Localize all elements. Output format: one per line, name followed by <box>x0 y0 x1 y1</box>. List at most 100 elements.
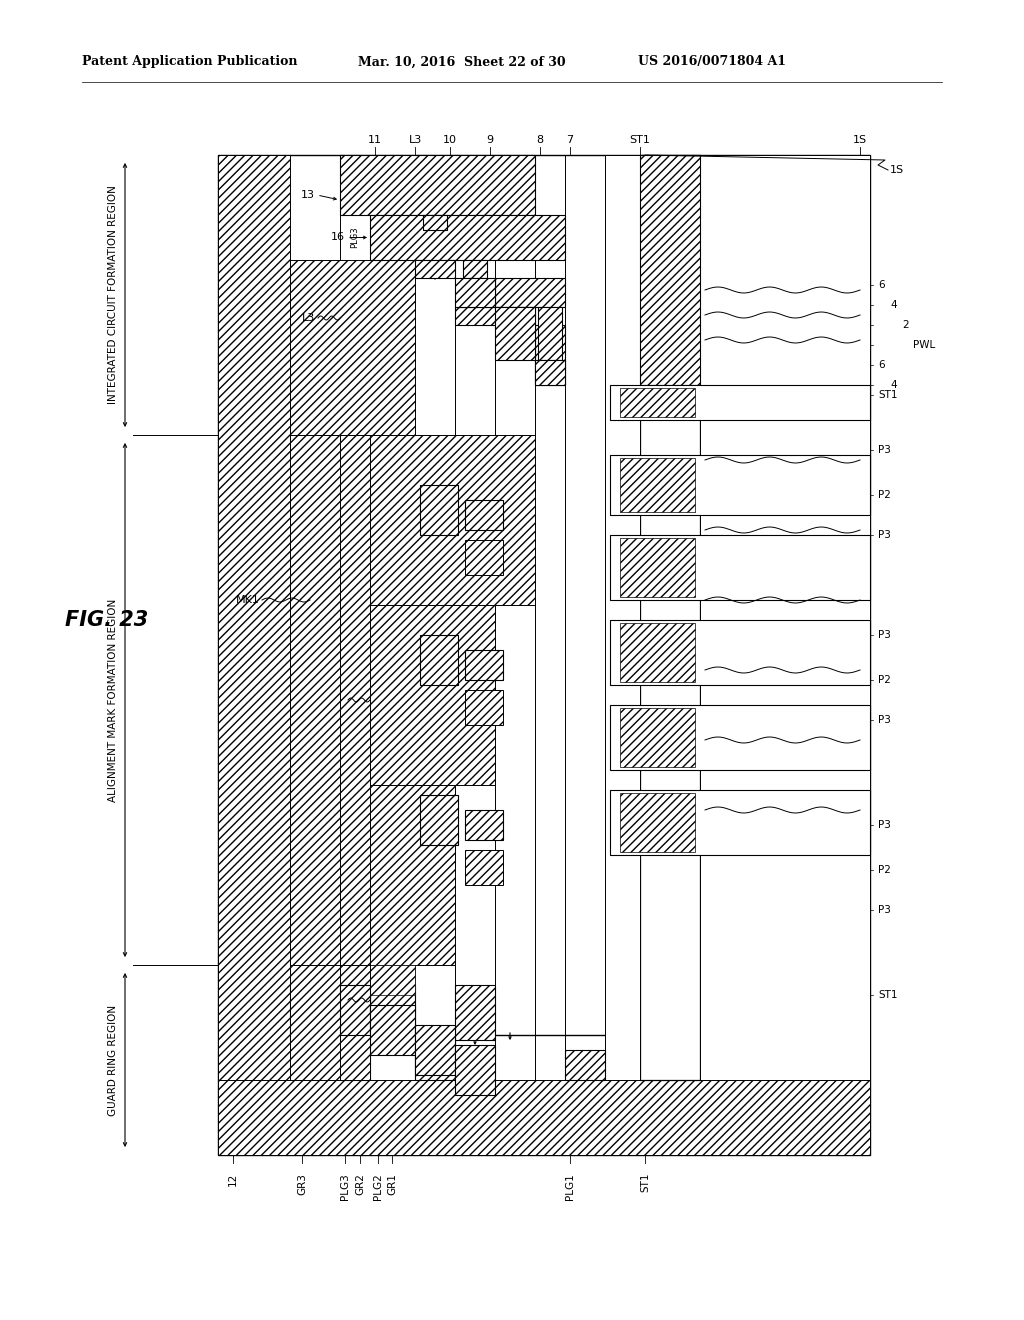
Text: P1b: P1b <box>475 664 493 672</box>
Bar <box>495 308 535 360</box>
Bar <box>465 540 503 576</box>
Text: PLG2: PLG2 <box>430 174 439 195</box>
Bar <box>340 154 535 215</box>
Bar <box>340 1040 370 1080</box>
Text: 2: 2 <box>902 319 908 330</box>
Bar <box>465 810 503 840</box>
Text: 10: 10 <box>443 135 457 145</box>
Bar <box>340 985 370 1035</box>
Bar <box>455 308 535 325</box>
Bar <box>610 455 870 515</box>
Text: L2: L2 <box>383 232 392 243</box>
Text: P3: P3 <box>878 445 891 455</box>
Bar <box>370 965 415 995</box>
Bar <box>218 1080 870 1155</box>
Text: 4: 4 <box>890 380 897 389</box>
Text: Mar. 10, 2016  Sheet 22 of 30: Mar. 10, 2016 Sheet 22 of 30 <box>358 55 565 69</box>
Text: PLG3: PLG3 <box>350 174 359 195</box>
Bar <box>290 436 415 965</box>
Text: 1S: 1S <box>890 165 904 176</box>
Bar <box>605 154 640 1080</box>
Text: L1: L1 <box>470 180 479 190</box>
Bar <box>620 458 695 512</box>
Bar <box>455 985 495 1040</box>
Bar <box>415 1040 455 1080</box>
Text: 6: 6 <box>878 360 885 370</box>
Text: GR2: GR2 <box>355 1173 365 1195</box>
Text: 11: 11 <box>368 135 382 145</box>
Text: 4: 4 <box>890 300 897 310</box>
Text: G: G <box>472 234 478 242</box>
Bar <box>218 154 290 1080</box>
Text: P3: P3 <box>878 820 891 830</box>
Text: ST1: ST1 <box>878 389 897 400</box>
Text: PLG1: PLG1 <box>546 290 555 313</box>
Text: PLG2: PLG2 <box>373 1173 383 1200</box>
Bar <box>465 500 503 531</box>
Bar <box>455 1045 495 1096</box>
Text: PWL: PWL <box>913 341 935 350</box>
Bar <box>640 154 700 1080</box>
Text: GR3: GR3 <box>297 1173 307 1195</box>
Text: GUARD RING REGION: GUARD RING REGION <box>108 1005 118 1115</box>
Text: 12: 12 <box>228 1173 238 1187</box>
Text: L3: L3 <box>409 135 422 145</box>
Text: P1a: P1a <box>431 656 447 664</box>
Bar <box>620 708 695 767</box>
Bar <box>700 154 870 1080</box>
Bar <box>370 215 565 260</box>
Bar <box>290 965 340 1080</box>
Bar <box>290 260 415 436</box>
Text: 1S: 1S <box>853 135 867 145</box>
Text: P1b: P1b <box>475 824 493 833</box>
Bar <box>420 795 458 845</box>
Text: 5: 5 <box>512 234 517 242</box>
Text: L1: L1 <box>470 297 479 306</box>
Text: 14: 14 <box>331 995 345 1005</box>
Text: PLG1: PLG1 <box>565 1173 575 1200</box>
Bar <box>290 436 415 965</box>
Bar <box>370 436 535 605</box>
Text: P2: P2 <box>878 675 891 685</box>
Text: P1a: P1a <box>431 506 447 515</box>
Text: ST1: ST1 <box>640 1173 650 1192</box>
Text: P3: P3 <box>878 630 891 640</box>
Bar <box>370 1005 415 1055</box>
Text: 15: 15 <box>331 696 345 705</box>
Bar <box>370 605 495 635</box>
Bar <box>640 154 700 385</box>
Bar <box>610 385 870 420</box>
Text: Patent Application Publication: Patent Application Publication <box>82 55 298 69</box>
Bar <box>370 785 455 814</box>
Text: P2: P2 <box>878 865 891 875</box>
Bar <box>565 1049 605 1080</box>
Text: ALIGNMENT MARK FORMATION REGION: ALIGNMENT MARK FORMATION REGION <box>108 598 118 801</box>
Text: L3: L3 <box>302 313 315 323</box>
Bar <box>535 325 565 385</box>
Text: L2: L2 <box>383 180 392 190</box>
Bar <box>415 260 455 279</box>
Bar <box>620 793 695 851</box>
Text: 8: 8 <box>537 135 544 145</box>
Bar <box>620 388 695 417</box>
Text: MK1: MK1 <box>237 595 260 605</box>
Text: PLG1: PLG1 <box>511 174 519 195</box>
Bar <box>340 436 370 965</box>
Text: INTEGRATED CIRCUIT FORMATION REGION: INTEGRATED CIRCUIT FORMATION REGION <box>108 186 118 404</box>
Bar <box>218 154 870 1155</box>
Text: ST1: ST1 <box>630 135 650 145</box>
Text: P2: P2 <box>878 490 891 500</box>
Bar <box>610 789 870 855</box>
Bar <box>465 850 503 884</box>
Text: US 2016/0071804 A1: US 2016/0071804 A1 <box>638 55 786 69</box>
Bar <box>420 484 458 535</box>
Bar <box>495 279 565 308</box>
Text: PLG2: PLG2 <box>430 227 439 248</box>
Bar <box>465 649 503 680</box>
Bar <box>620 539 695 597</box>
Bar <box>610 705 870 770</box>
Bar <box>465 690 503 725</box>
Text: PLG3: PLG3 <box>340 1173 350 1200</box>
Bar <box>370 785 455 965</box>
Bar <box>420 635 458 685</box>
